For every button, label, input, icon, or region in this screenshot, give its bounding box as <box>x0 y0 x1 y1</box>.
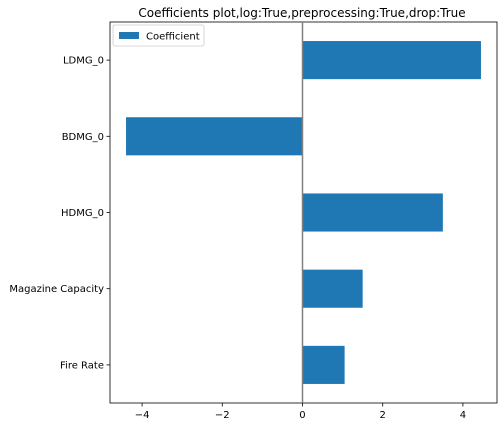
bar-magazine-capacity <box>302 269 363 308</box>
x-axis: −4 −2 0 2 4 <box>135 403 466 421</box>
legend-swatch <box>119 32 139 39</box>
bar-bdmg-0 <box>126 117 303 156</box>
legend: Coefficient <box>112 24 205 47</box>
legend-label-coefficient: Coefficient <box>146 32 200 43</box>
bar-hdmg-0 <box>302 193 443 232</box>
y-tick-label: Magazine Capacity <box>9 284 104 295</box>
y-tick-label: HDMG_0 <box>61 208 104 219</box>
y-tick-label: BDMG_0 <box>62 132 104 143</box>
y-axis: LDMG_0 BDMG_0 HDMG_0 Magazine Capacity Fire … <box>9 56 110 371</box>
x-tick-label: −4 <box>135 410 150 421</box>
x-tick-label: 4 <box>460 410 466 421</box>
x-tick-label: 0 <box>299 410 305 421</box>
x-tick-label: −2 <box>215 410 230 421</box>
x-tick-label: 2 <box>380 410 386 421</box>
chart-title: Coefficients plot,log:True,preprocessing… <box>138 6 465 20</box>
plot-area: LDMG_0 BDMG_0 HDMG_0 Magazine Capacity Fire … <box>9 21 498 421</box>
bar-fire-rate <box>302 345 345 384</box>
y-tick-label: LDMG_0 <box>63 56 104 67</box>
bars-layer <box>126 41 481 384</box>
legend-box <box>112 24 205 47</box>
y-tick-label: Fire Rate <box>60 360 104 371</box>
bar-ldmg-0 <box>302 41 481 80</box>
